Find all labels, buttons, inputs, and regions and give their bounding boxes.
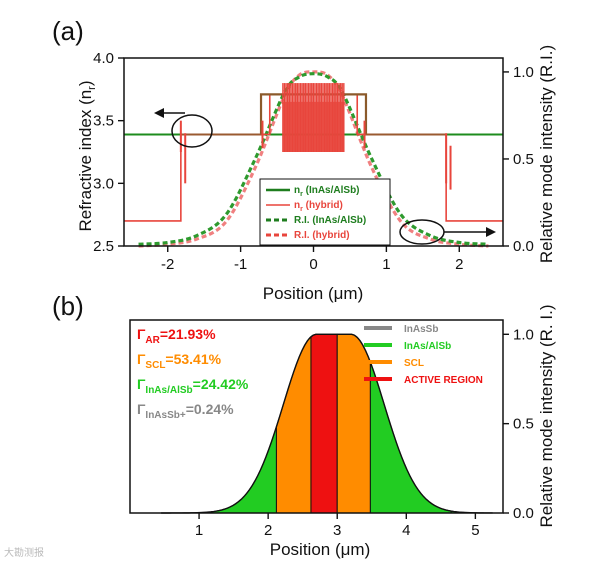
region-scl-1 bbox=[275, 335, 312, 514]
gamma-inas-alsb: ΓInAs/AlSb=24.42% bbox=[137, 376, 249, 396]
confinement-factors: ΓAR=21.93% ΓSCL=53.41% ΓInAs/AlSb=24.42%… bbox=[137, 326, 249, 421]
b-xtick-label: 2 bbox=[264, 522, 272, 539]
panel-a-ticks: -2 -1 0 1 2 2.5 3.0 3.5 4.0 0.0 0.5 1.0 bbox=[93, 50, 534, 273]
legend-entry-scl: SCL bbox=[404, 358, 424, 369]
a-ytick-right-label: 0.0 bbox=[513, 238, 534, 255]
series-ri-inas-alsb bbox=[138, 72, 489, 246]
a-ytick-label: 4.0 bbox=[93, 50, 114, 67]
panel-a: (a) -2 -1 0 1 2 2.5 3.0 3.5 4.0 0.0 0.5 1.0 Refract… bbox=[52, 16, 556, 303]
a-ytick-right-label: 1.0 bbox=[513, 64, 534, 81]
panel-a-ylabel-right: Relative mode intensity (R.I.) bbox=[537, 45, 556, 263]
b-xtick-label: 1 bbox=[195, 522, 203, 539]
a-ytick-right-label: 0.5 bbox=[513, 151, 534, 168]
b-ytick-right-label: 0.5 bbox=[513, 416, 534, 433]
mode-profile-outline bbox=[161, 333, 493, 514]
panel-b-label: (b) bbox=[52, 291, 84, 321]
a-xtick-label: -1 bbox=[234, 256, 247, 273]
gamma-ar: ΓAR=21.93% bbox=[137, 326, 216, 346]
left-ellipse-annotation bbox=[171, 114, 213, 148]
legend-entry-nr-inas: nr (InAs/AlSb) bbox=[294, 185, 360, 198]
gamma-scl: ΓSCL=53.41% bbox=[137, 351, 222, 371]
series-ri-hybrid bbox=[138, 70, 489, 248]
legend-entry-ri-inas: R.I. (InAs/AlSb) bbox=[294, 215, 366, 226]
panel-a-ylabel: Refractive index (nr) bbox=[76, 80, 98, 231]
watermark-text: 大勘测报 bbox=[4, 546, 44, 559]
panel-b-series bbox=[160, 333, 494, 514]
b-xtick-label: 4 bbox=[402, 522, 410, 539]
panel-a-xlabel: Position (μm) bbox=[263, 284, 363, 303]
region-inas-alsb-0 bbox=[160, 426, 277, 514]
a-xtick-label: 2 bbox=[455, 256, 463, 273]
panel-b: (b) 1 2 3 4 5 0.0 0.5 1.0 Relative mode intensi… bbox=[52, 291, 556, 559]
panel-a-label: (a) bbox=[52, 16, 84, 46]
left-arrow-head bbox=[154, 108, 164, 118]
region-active-region-2 bbox=[310, 333, 338, 514]
right-arrow-head bbox=[486, 227, 496, 237]
b-ytick-right-label: 1.0 bbox=[513, 326, 534, 343]
active-region-block bbox=[282, 101, 345, 152]
a-xtick-label: 0 bbox=[309, 256, 317, 273]
a-ytick-label: 3.5 bbox=[93, 113, 114, 130]
active-region-spikes bbox=[282, 83, 345, 152]
panel-b-legend: InAsSb InAs/AlSb SCL ACTIVE REGION bbox=[364, 324, 483, 386]
b-xtick-label: 5 bbox=[471, 522, 479, 539]
legend-entry-inas-alsb: InAs/AlSb bbox=[404, 341, 451, 352]
b-ytick-right-label: 0.0 bbox=[513, 505, 534, 522]
legend-entry-inassb: InAsSb bbox=[404, 324, 438, 335]
legend-entry-ri-hybrid: R.I. (hybrid) bbox=[294, 230, 350, 241]
panel-b-ylabel-right: Relative mode intensity (R. I.) bbox=[537, 305, 556, 528]
panel-b-frame bbox=[129, 319, 504, 514]
gamma-inassb: ΓInAsSb+=0.24% bbox=[137, 401, 234, 421]
legend-entry-nr-hybrid: nr (hybrid) bbox=[294, 200, 343, 213]
legend-entry-active-region: ACTIVE REGION bbox=[404, 375, 483, 386]
a-xtick-label: 1 bbox=[382, 256, 390, 273]
a-ytick-label: 3.0 bbox=[93, 175, 114, 192]
b-xtick-label: 3 bbox=[333, 522, 341, 539]
a-ytick-label: 2.5 bbox=[93, 238, 114, 255]
panel-a-series bbox=[124, 70, 503, 248]
panel-a-legend: nr (InAs/AlSb) nr (hybrid) R.I. (InAs/Al… bbox=[259, 178, 391, 246]
panel-b-ticks: 1 2 3 4 5 0.0 0.5 1.0 bbox=[195, 326, 534, 539]
panel-b-xlabel: Position (μm) bbox=[270, 540, 370, 559]
a-xtick-label: -2 bbox=[161, 256, 174, 273]
